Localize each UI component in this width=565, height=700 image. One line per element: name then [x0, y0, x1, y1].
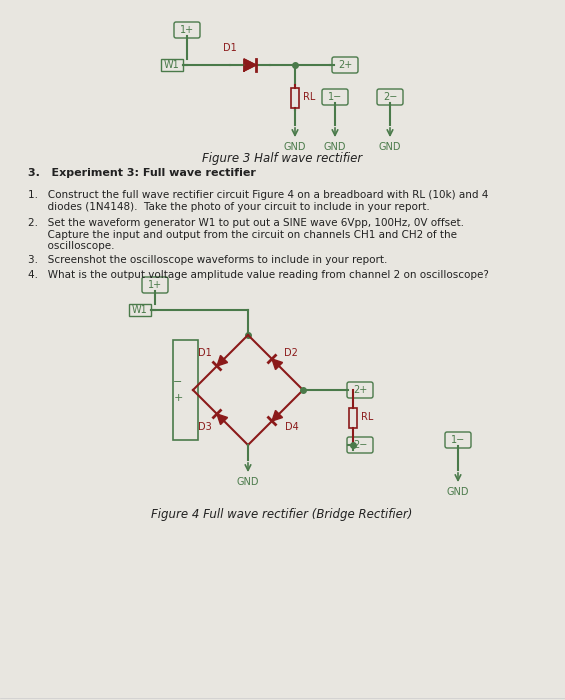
Text: 1−: 1−	[451, 435, 465, 445]
Text: 4.   What is the output voltage amplitude value reading from channel 2 on oscill: 4. What is the output voltage amplitude …	[28, 270, 489, 280]
Text: RL: RL	[303, 92, 315, 102]
FancyBboxPatch shape	[377, 89, 403, 105]
Text: 2.   Set the waveform generator W1 to put out a SINE wave 6Vpp, 100Hz, 0V offset: 2. Set the waveform generator W1 to put …	[28, 218, 464, 251]
Text: 1+: 1+	[180, 25, 194, 35]
Text: GND: GND	[237, 477, 259, 487]
Text: 1−: 1−	[328, 92, 342, 102]
Bar	[161, 59, 183, 71]
Text: 2−: 2−	[383, 92, 397, 102]
Text: 1+: 1+	[148, 280, 162, 290]
Text: D2: D2	[284, 347, 297, 358]
Polygon shape	[217, 356, 228, 366]
Text: Figure 3 Half wave rectifier: Figure 3 Half wave rectifier	[202, 152, 362, 165]
Text: 3.   Screenshot the oscilloscope waveforms to include in your report.: 3. Screenshot the oscilloscope waveforms…	[28, 255, 388, 265]
Text: +: +	[173, 393, 182, 403]
Text: Figure 4 Full wave rectifier (Bridge Rectifier): Figure 4 Full wave rectifier (Bridge Rec…	[151, 508, 412, 521]
Polygon shape	[244, 59, 256, 71]
Text: 1.   Construct the full wave rectifier circuit Figure 4 on a breadboard with RL : 1. Construct the full wave rectifier cir…	[28, 190, 488, 211]
FancyBboxPatch shape	[347, 437, 373, 453]
Text: GND: GND	[447, 487, 470, 497]
Text: W1: W1	[132, 305, 148, 315]
FancyBboxPatch shape	[445, 432, 471, 448]
Text: D1: D1	[223, 43, 237, 53]
FancyBboxPatch shape	[142, 277, 168, 293]
Text: GND: GND	[324, 142, 346, 152]
Text: 2+: 2+	[338, 60, 352, 70]
FancyBboxPatch shape	[332, 57, 358, 73]
Text: GND: GND	[284, 142, 306, 152]
Bar	[349, 407, 357, 428]
Polygon shape	[272, 359, 282, 370]
Polygon shape	[217, 414, 228, 425]
Polygon shape	[272, 410, 282, 421]
Text: D3: D3	[198, 423, 211, 433]
FancyBboxPatch shape	[174, 22, 200, 38]
Text: −: −	[173, 377, 182, 387]
Bar	[291, 88, 299, 108]
Text: 2−: 2−	[353, 440, 367, 450]
FancyBboxPatch shape	[347, 382, 373, 398]
Bar	[173, 340, 198, 440]
Text: GND: GND	[379, 142, 401, 152]
Text: 2+: 2+	[353, 385, 367, 395]
Text: D1: D1	[198, 347, 211, 358]
Bar	[129, 304, 151, 316]
Text: 3.   Experiment 3: Full wave rectifier: 3. Experiment 3: Full wave rectifier	[28, 168, 256, 178]
Text: RL: RL	[361, 412, 373, 423]
Text: W1: W1	[164, 60, 180, 70]
Text: D4: D4	[285, 423, 298, 433]
FancyBboxPatch shape	[322, 89, 348, 105]
